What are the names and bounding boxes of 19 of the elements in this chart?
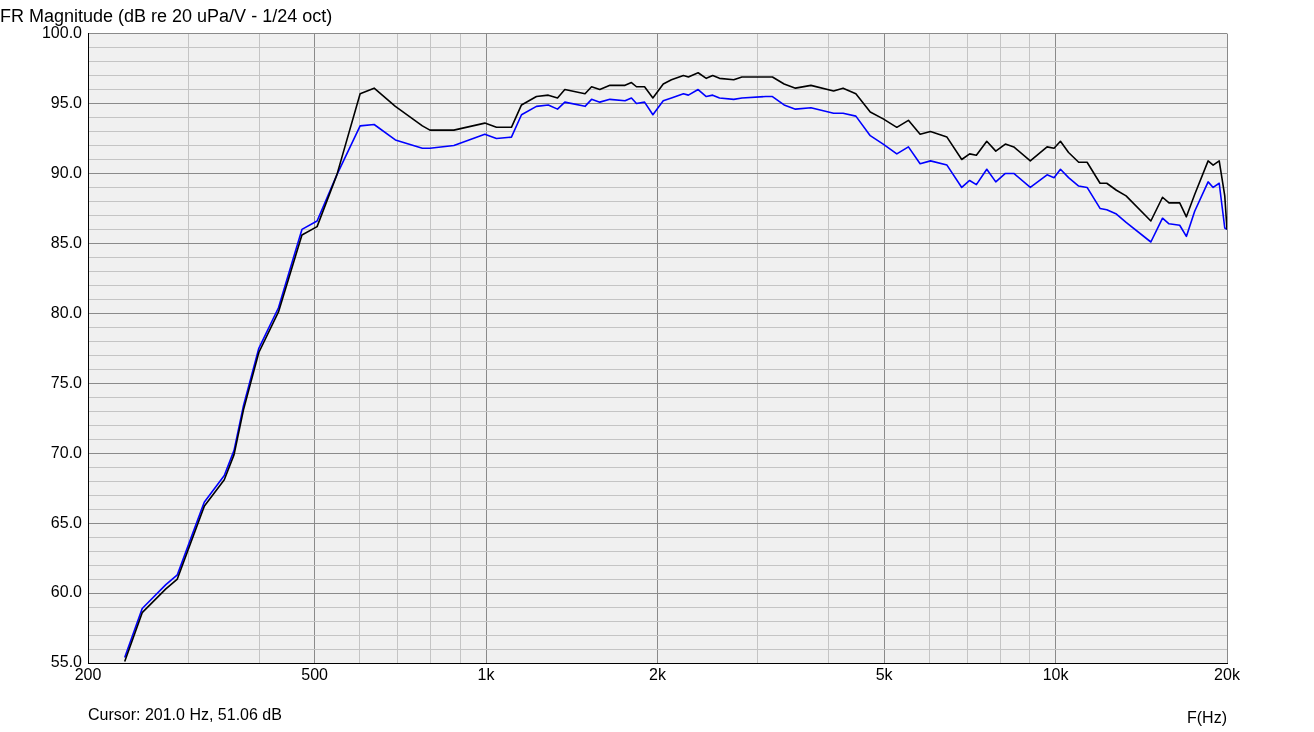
x-tick-label: 200 xyxy=(74,666,102,684)
y-tick-label: 100.0 xyxy=(41,24,83,42)
y-tick-label: 65.0 xyxy=(50,513,83,531)
x-tick-label: 1k xyxy=(477,666,496,684)
y-tick-label: 60.0 xyxy=(50,583,83,601)
x-tick-label: 2k xyxy=(649,666,667,684)
y-tick-label: 70.0 xyxy=(50,443,83,461)
x-tick-label: 500 xyxy=(301,666,329,684)
y-tick-label: 80.0 xyxy=(50,303,83,321)
y-tick-label: 95.0 xyxy=(50,93,83,111)
x-tick-label: 10k xyxy=(1042,666,1070,684)
chart-title: FR Magnitude (dB re 20 uPa/V - 1/24 oct) xyxy=(0,5,333,26)
text: Cursor: 201.0 Hz, 51.06 dB xyxy=(88,706,282,724)
x-axis-title: F(Hz) xyxy=(1187,708,1227,726)
y-tick-label: 75.0 xyxy=(50,373,83,391)
y-tick-label: 90.0 xyxy=(50,163,83,181)
y-tick-label: 85.0 xyxy=(50,233,83,251)
x-tick-label: 20k xyxy=(1214,666,1241,684)
x-tick-label: 5k xyxy=(875,666,894,684)
